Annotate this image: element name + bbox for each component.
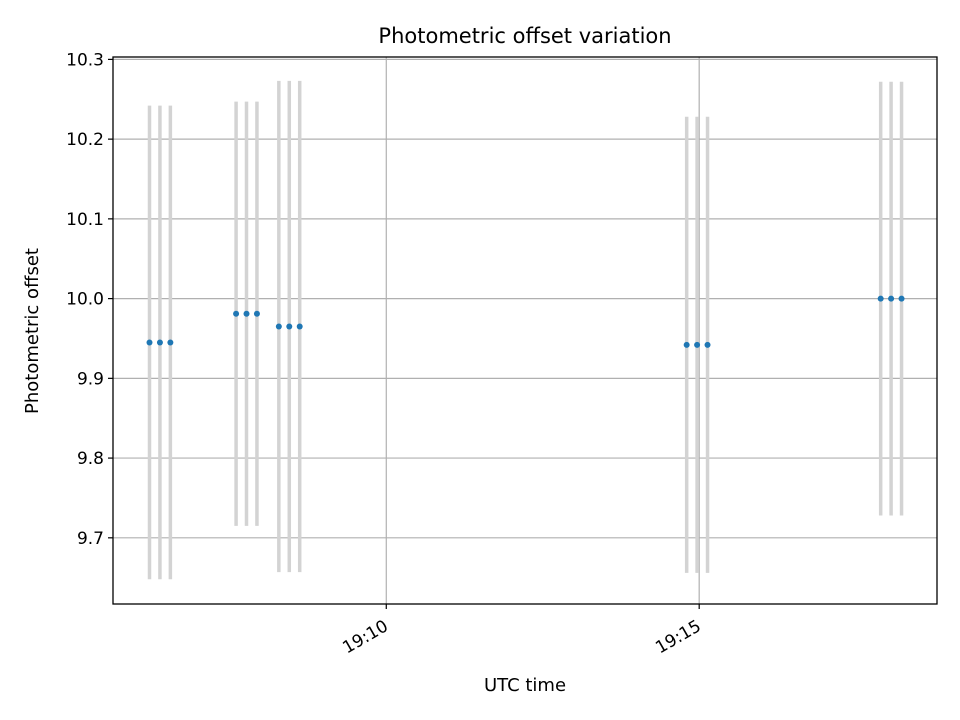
data-point bbox=[683, 341, 690, 348]
data-point bbox=[243, 310, 250, 317]
data-point bbox=[704, 341, 711, 348]
y-tick-label: 10.1 bbox=[66, 210, 104, 230]
data-point bbox=[253, 310, 260, 317]
y-tick-label: 9.9 bbox=[77, 369, 104, 389]
x-axis-label: UTC time bbox=[484, 675, 566, 696]
grid bbox=[113, 57, 937, 604]
y-axis-label: Photometric offset bbox=[22, 248, 43, 414]
y-tick-label: 10.0 bbox=[66, 290, 104, 310]
data-point bbox=[296, 323, 303, 330]
y-tick-label: 10.2 bbox=[66, 130, 104, 150]
data-point bbox=[146, 339, 153, 346]
data-point bbox=[167, 339, 174, 346]
y-tick-label: 9.7 bbox=[77, 529, 104, 549]
data-point bbox=[286, 323, 293, 330]
data-point bbox=[275, 323, 282, 330]
data-point bbox=[888, 295, 895, 302]
data-point bbox=[694, 341, 701, 348]
data-point bbox=[898, 295, 905, 302]
y-tick-label: 10.3 bbox=[66, 50, 104, 70]
plot-frame bbox=[112, 56, 938, 605]
data-point bbox=[877, 295, 884, 302]
chart-title: Photometric offset variation bbox=[378, 24, 671, 48]
data-point bbox=[156, 339, 163, 346]
y-axis: 9.7 9.8 9.9 10.0 10.1 10.2 10.3 bbox=[66, 50, 113, 549]
data-points bbox=[146, 295, 905, 348]
y-tick-label: 9.8 bbox=[77, 449, 104, 469]
data-point bbox=[233, 310, 240, 317]
